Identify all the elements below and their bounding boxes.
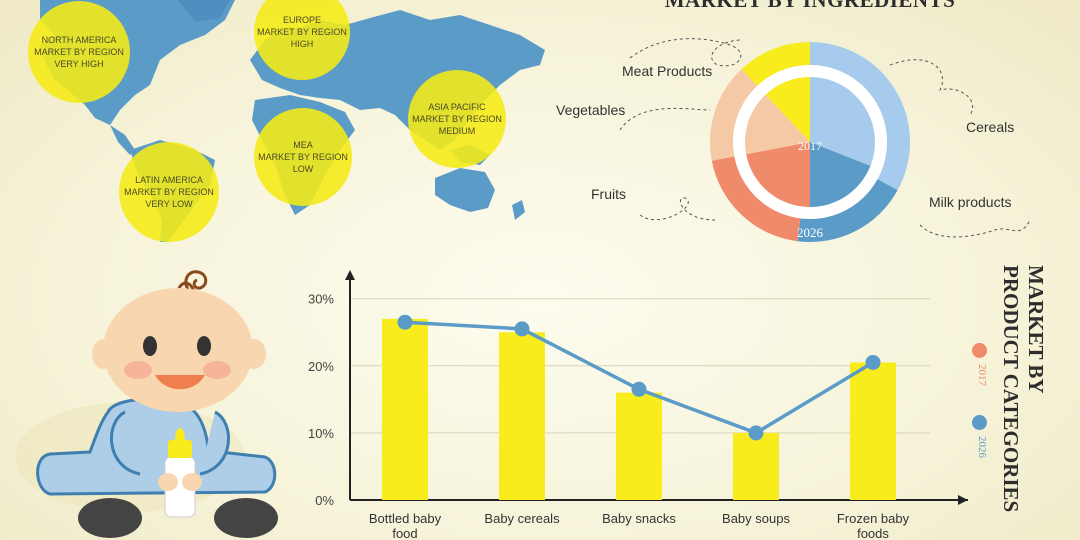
region-north-america[interactable]: NORTH AMERICA MARKET BY REGION VERY HIGH xyxy=(28,1,130,103)
region-sub: MARKET BY REGION xyxy=(257,27,347,37)
bar-baby-soups xyxy=(733,432,779,500)
ingredients-decor xyxy=(619,38,1031,238)
legend-2017-label: 2017 xyxy=(976,364,988,386)
bar-baby-cereals xyxy=(499,332,545,500)
region-level: HIGH xyxy=(290,39,314,49)
series-2026-point xyxy=(631,381,647,397)
outer-2026-slice-fruits xyxy=(711,156,801,242)
outer-2026-slice-milk-products xyxy=(797,179,898,243)
region-level: VERY HIGH xyxy=(54,59,104,69)
y-axis-arrow xyxy=(345,270,355,280)
y-tick-label: 20% xyxy=(308,359,334,374)
legend-2017-swatch xyxy=(972,343,987,358)
categories-title-line1: MARKET BY xyxy=(1024,265,1048,394)
region-sub: MARKET BY REGION xyxy=(34,47,124,57)
legend-2026-swatch xyxy=(972,415,987,430)
region-name: EUROPE xyxy=(282,15,321,25)
bar-frozen-baby-foods xyxy=(850,362,896,500)
outer-2026-slice-meat-products xyxy=(741,42,810,86)
outer-2026-slice-cereals xyxy=(810,42,910,191)
series-2026-point xyxy=(514,321,530,337)
region-sub: MARKET BY REGION xyxy=(124,187,214,197)
region-level: LOW xyxy=(292,164,314,174)
ingredient-label-vegetables: Vegetables xyxy=(556,102,626,118)
bar-bottled-baby-food xyxy=(382,318,428,500)
region-asia-pacific[interactable]: ASIA PACIFIC MARKET BY REGION MEDIUM xyxy=(408,70,506,168)
region-name: NORTH AMERICA xyxy=(41,35,117,45)
x-axis-arrow xyxy=(958,495,968,505)
bar-baby-snacks xyxy=(616,392,662,500)
x-tick-label: Bottled baby xyxy=(369,511,442,526)
ingredient-label-cereals: Cereals xyxy=(966,119,1015,135)
ingredients-title: MARKET BY INGREDIENTS xyxy=(664,0,956,12)
inner-2017-slice-milk-products xyxy=(810,142,871,207)
region-name: ASIA PACIFIC xyxy=(428,102,486,112)
region-sub: MARKET BY REGION xyxy=(258,152,348,162)
region-name: LATIN AMERICA xyxy=(135,175,203,185)
inner-2017-slice-cereals xyxy=(810,77,875,166)
x-tick-label: Frozen baby xyxy=(837,511,910,526)
baby-illustration xyxy=(15,270,278,538)
region-name: MEA xyxy=(293,140,313,150)
inner-2017-slice-vegetables xyxy=(745,94,810,155)
x-tick-label: foods xyxy=(857,526,889,540)
donut-year-2017: 2017 xyxy=(798,139,822,153)
inner-2017-slice-fruits xyxy=(746,142,810,207)
y-tick-label: 0% xyxy=(315,493,334,508)
region-level: VERY LOW xyxy=(145,199,193,209)
series-2026-point xyxy=(865,354,881,370)
ingredients-donut: 2017 2026 xyxy=(710,42,910,243)
y-tick-label: 10% xyxy=(308,426,334,441)
ingredient-label-meat: Meat Products xyxy=(622,63,713,79)
ingredient-label-fruits: Fruits xyxy=(591,186,626,202)
outer-2026-slice-vegetables xyxy=(710,69,758,161)
region-mea[interactable]: MEA MARKET BY REGION LOW xyxy=(254,108,352,206)
legend-2026-label: 2026 xyxy=(976,436,988,458)
series-2026-point xyxy=(748,425,764,441)
x-tick-label: Baby soups xyxy=(722,511,790,526)
region-latin-america[interactable]: LATIN AMERICA MARKET BY REGION VERY LOW xyxy=(119,142,219,242)
y-tick-label: 30% xyxy=(308,292,334,307)
x-tick-label: food xyxy=(392,526,417,540)
inner-2017-slice-meat-products xyxy=(765,77,810,142)
x-tick-label: Baby cereals xyxy=(484,511,560,526)
australia-shape xyxy=(435,168,495,212)
categories-title: MARKET BY PRODUCT CATEGORIES xyxy=(968,265,1058,540)
region-sub: MARKET BY REGION xyxy=(412,114,502,124)
region-europe[interactable]: EUROPE MARKET BY REGION HIGH xyxy=(254,0,350,80)
categories-title-line2: PRODUCT CATEGORIES xyxy=(999,265,1023,513)
series-2026-point xyxy=(397,314,413,330)
donut-year-2026: 2026 xyxy=(797,225,824,240)
ingredient-label-milk: Milk products xyxy=(929,194,1012,210)
region-level: MEDIUM xyxy=(438,126,476,136)
x-tick-label: Baby snacks xyxy=(602,511,676,526)
